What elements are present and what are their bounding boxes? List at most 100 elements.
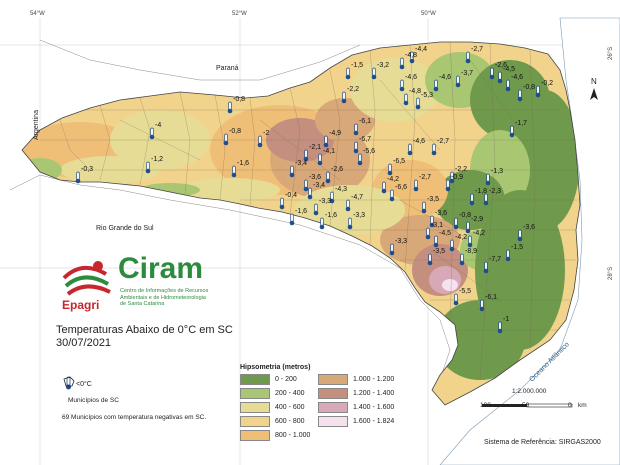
station-marker: -3,7 [455,70,473,88]
svg-text:N: N [591,77,597,86]
thermometer-bulb [389,250,395,256]
station-marker: -4,7 [345,194,363,212]
temperature-label: -4,6 [511,74,523,81]
temperature-label: -4,6 [413,138,425,145]
hypsometry-swatch [318,402,348,413]
temperature-label: -2,7 [471,46,483,53]
scale-ratio: 1:2.000.000 [512,388,547,395]
thermometer-bulb [509,132,515,138]
hypsometry-label: 0 - 200 [275,376,297,383]
temperature-label: -3,4 [295,160,307,167]
temperature-label: -2,6 [331,166,343,173]
station-marker: -6,5 [387,158,405,176]
hypsometry-label: 1.600 - 1.824 [353,418,395,425]
temperature-label: -0,3 [81,166,93,173]
temperature-label: -6,5 [393,158,405,165]
map-title: Temperaturas Abaixo de 0°C em SC [56,324,233,336]
temperature-label: -4,2 [455,234,467,241]
thermometer-bulb [399,64,405,70]
hypsometry-swatch [240,430,270,441]
temperature-label: -0,8 [233,96,245,103]
temperature-label: -4,5 [439,230,451,237]
temperature-label: -8,9 [465,248,477,255]
station-marker: -4,8 [399,52,417,70]
lon-label-50: 50°W [421,11,436,17]
thermometer-bulb [345,74,351,80]
temperature-label: -3,5 [433,248,445,255]
temperature-label: -5,6 [363,148,375,155]
temperature-label: -1,3 [491,168,503,175]
thermometer-bulb [427,260,433,266]
hypsometry-items: 0 - 200 1.000 - 1.200 200 - 400 1.200 - 1.4… [240,374,396,441]
temperature-label: -3,3 [319,198,331,205]
thermometer-bulb [319,224,325,230]
thermometer-bulb [469,200,475,206]
temperature-label: -6,1 [485,294,497,301]
temperature-label: -2,7 [437,138,449,145]
station-marker: -2,1 [303,144,321,162]
municipality-boundaries [40,42,580,381]
thermometer-bulb [445,186,451,192]
station-marker: -1,6 [319,212,337,230]
station-marker: -6,1 [353,118,371,136]
station-marker: -4,6 [407,138,425,156]
scale-bar: 100 50 0 km 1:2.000.000 [478,388,588,411]
thermometer-bulb [467,242,473,248]
temperature-label: -4,2 [473,230,485,237]
rs-border [9,174,451,386]
legend-municipios-label: Municípios de SC [68,396,119,404]
scale-tick-50: 50 [522,402,530,409]
temperature-label: -1,5 [511,244,523,251]
temperature-label: -4,9 [329,130,341,137]
label-rio-grande-do-sul: Rio Grande do Sul [96,225,154,232]
municipality-count-note: 69 Municípios com temperatura negativas … [62,414,207,421]
thermometer-bulb [307,194,313,200]
station-marker: -5,6 [357,148,375,166]
thermometer-bulb [149,134,155,140]
station-marker: -3,6 [429,210,447,228]
station-marker: -5,3 [415,92,433,110]
temperature-label: -3,6 [309,174,321,181]
scale-tick-km: km [578,402,587,409]
hypsometry-item: 200 - 400 [240,388,318,399]
station-marker: -4,9 [323,130,341,148]
station-marker: -3,6 [303,174,321,192]
thermometer-bulb [313,210,319,216]
temperature-label: -2 [263,130,269,137]
station-marker: -6,6 [389,184,407,202]
temperature-label: -1 [503,316,509,323]
temperature-label: -0,8 [523,84,535,91]
thermometer-bulb [459,260,465,266]
station-marker: -3,3 [389,238,407,256]
lat-label-26: 26°S [608,47,614,60]
temperature-label: -4,2 [387,176,399,183]
temperature-label: -4,8 [409,88,421,95]
temperature-label: -0,8 [459,212,471,219]
hypsometry-swatch [318,374,348,385]
thermometer-bulb [421,208,427,214]
thermometer-bulb [455,82,461,88]
station-marker: -3,3 [347,212,365,230]
legend-temp-label: <0°C [76,380,92,388]
station-marker: -3,3 [313,198,331,216]
thermometer-bulb [497,78,503,84]
station-marker: -4,8 [403,88,421,106]
temperature-label: -2,6 [495,62,507,69]
station-marker: -4,6 [505,74,523,92]
hypsometry-item: 400 - 600 [240,402,318,413]
thermometer-bulb [485,180,491,186]
station-marker: -0,2 [535,80,553,98]
station-marker: -1,6 [231,160,249,178]
hypsometry-label: 200 - 400 [275,390,305,397]
thermometer-bulb [289,172,295,178]
temperature-label: -4,5 [503,66,515,73]
thermometer-bulb [399,86,405,92]
reference-system: Sistema de Referência: SIRGAS2000 [484,439,601,446]
hypsometry-swatch [240,374,270,385]
temperature-label: -4,6 [439,74,451,81]
station-marker: -4 [149,122,161,140]
thermometer-bulb [289,220,295,226]
station-marker: -4,3 [329,186,347,204]
